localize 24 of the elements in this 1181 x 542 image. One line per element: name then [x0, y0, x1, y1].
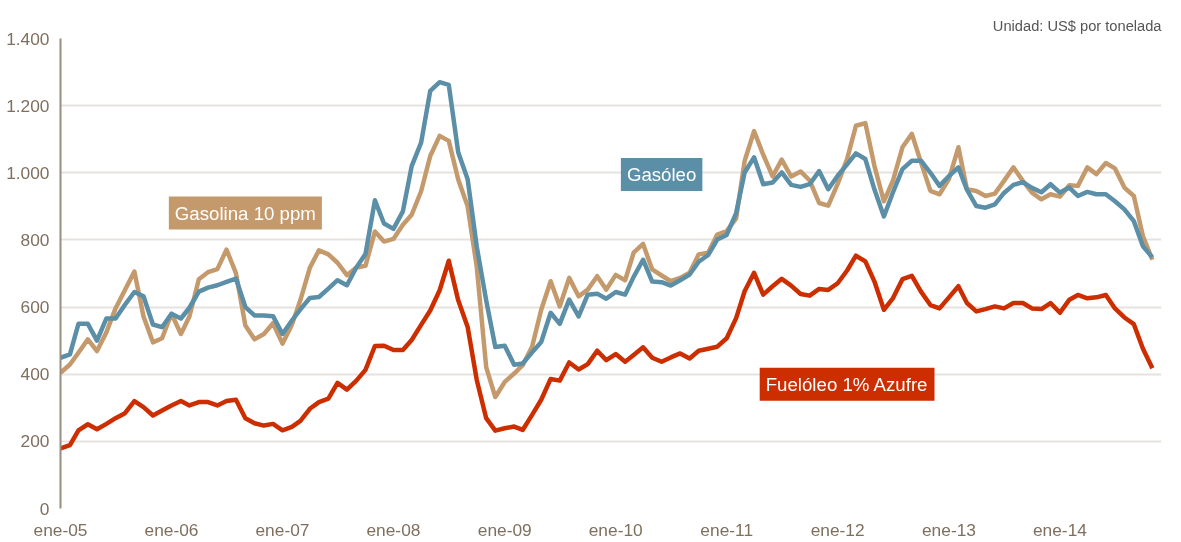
x-tick-label: ene-09 [477, 519, 532, 540]
x-tick-label: ene-12 [810, 519, 865, 540]
series-label: Gasolina 10 ppm [174, 202, 316, 224]
text: Gasóleo [626, 163, 697, 185]
x-tick-label: ene-07 [255, 519, 310, 540]
text: Fuelóleo 1% Azufre [765, 373, 928, 395]
y-tick-label: 200 [20, 431, 50, 452]
line-series [60, 253, 1155, 451]
y-tick-label: 0 [39, 498, 50, 519]
line-series [60, 79, 1155, 368]
x-tick-label: ene-05 [33, 519, 88, 540]
y-tick-label: 400 [20, 364, 50, 385]
x-tick-label: ene-13 [921, 519, 976, 540]
x-tick-label: ene-11 [700, 519, 754, 540]
text: Unidad: US$ por tonelada [992, 17, 1163, 34]
y-tick-label: 1.000 [6, 162, 50, 183]
y-tick-label: 1.400 [6, 28, 50, 49]
x-tick-label: ene-10 [588, 519, 643, 540]
y-tick-label: 800 [20, 229, 50, 250]
x-tick-label: ene-06 [144, 519, 199, 540]
y-tick-label: 1.200 [6, 95, 50, 116]
x-tick-label: ene-08 [366, 519, 421, 540]
x-tick-label: ene-14 [1032, 519, 1088, 540]
y-tick-label: 600 [20, 297, 50, 318]
